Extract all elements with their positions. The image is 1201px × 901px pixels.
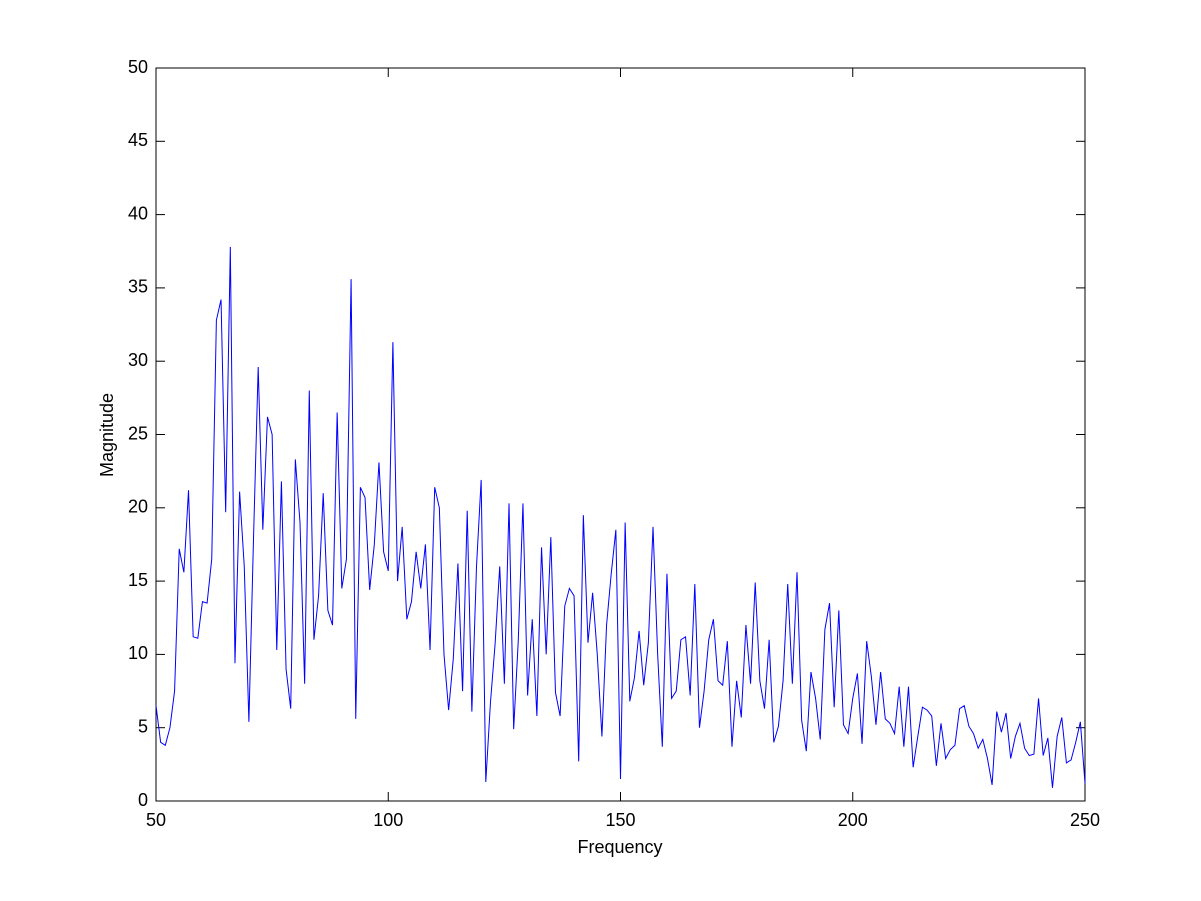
y-tick-label: 35: [128, 277, 148, 297]
y-axis-label: Magnitude: [97, 393, 117, 477]
y-tick-label: 10: [128, 643, 148, 663]
y-tick-label: 45: [128, 130, 148, 150]
y-tick-label: 0: [138, 790, 148, 810]
y-tick-label: 20: [128, 497, 148, 517]
y-tick-label: 25: [128, 423, 148, 443]
x-axis-label: Frequency: [577, 837, 662, 857]
x-tick-label: 200: [838, 810, 868, 830]
x-tick-label: 50: [146, 810, 166, 830]
y-tick-label: 40: [128, 203, 148, 223]
y-tick-label: 15: [128, 570, 148, 590]
y-tick-label: 50: [128, 57, 148, 77]
x-tick-label: 100: [373, 810, 403, 830]
x-tick-label: 150: [605, 810, 635, 830]
data-line: [155, 246, 1086, 788]
y-tick-label: 30: [128, 350, 148, 370]
y-tick-label: 5: [138, 716, 148, 736]
x-tick-label: 250: [1070, 810, 1100, 830]
